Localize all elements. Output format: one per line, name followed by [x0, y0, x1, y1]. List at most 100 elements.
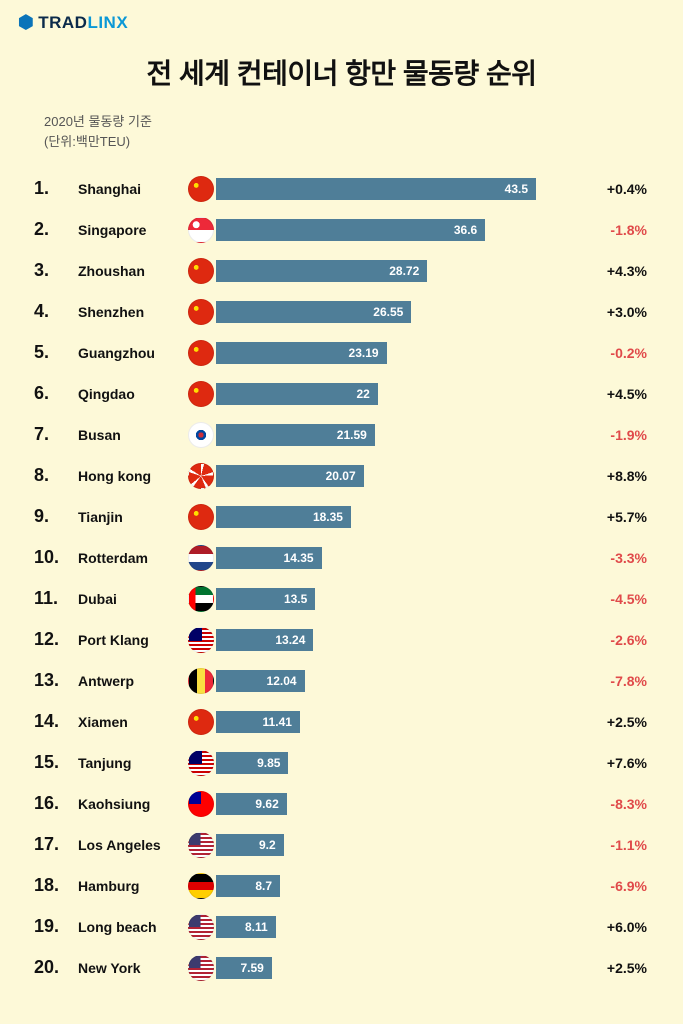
city-label: Tanjung — [78, 755, 188, 771]
china-flag-icon — [188, 299, 214, 325]
bar-wrap: 8.11 — [216, 916, 589, 938]
pct-label: +8.8% — [589, 468, 653, 484]
logo-part1: TRAD — [38, 13, 87, 32]
bar: 12.04 — [216, 670, 305, 692]
city-label: Rotterdam — [78, 550, 188, 566]
china-flag-icon — [188, 258, 214, 284]
bar-wrap: 20.07 — [216, 465, 589, 487]
bar: 20.07 — [216, 465, 364, 487]
subtitle-line1: 2020년 물동량 기준 — [44, 112, 152, 132]
rank-label: 8. — [30, 465, 78, 486]
table-row: 16.Kaohsiung9.62-8.3% — [30, 783, 653, 824]
pct-label: +4.5% — [589, 386, 653, 402]
rank-label: 6. — [30, 383, 78, 404]
usa-flag-icon — [188, 832, 214, 858]
rank-label: 15. — [30, 752, 78, 773]
table-row: 17.Los Angeles9.2-1.1% — [30, 824, 653, 865]
pct-label: -3.3% — [589, 550, 653, 566]
table-row: 11.Dubai13.5-4.5% — [30, 578, 653, 619]
city-label: Hamburg — [78, 878, 188, 894]
city-label: Singapore — [78, 222, 188, 238]
city-label: Tianjin — [78, 509, 188, 525]
rank-label: 20. — [30, 957, 78, 978]
rank-label: 16. — [30, 793, 78, 814]
table-row: 2.Singapore36.6-1.8% — [30, 209, 653, 250]
germany-flag-icon — [188, 873, 214, 899]
pct-label: +5.7% — [589, 509, 653, 525]
table-row: 19.Long beach8.11+6.0% — [30, 906, 653, 947]
bar: 8.7 — [216, 875, 280, 897]
city-label: Los Angeles — [78, 837, 188, 853]
rank-label: 11. — [30, 588, 78, 609]
bar: 7.59 — [216, 957, 272, 979]
china-flag-icon — [188, 340, 214, 366]
city-label: Qingdao — [78, 386, 188, 402]
malaysia-flag-icon — [188, 750, 214, 776]
table-row: 1.Shanghai43.5+0.4% — [30, 168, 653, 209]
bar-wrap: 8.7 — [216, 875, 589, 897]
bar: 26.55 — [216, 301, 411, 323]
rank-label: 19. — [30, 916, 78, 937]
pct-label: -1.1% — [589, 837, 653, 853]
bar-wrap: 43.5 — [216, 178, 589, 200]
pct-label: -6.9% — [589, 878, 653, 894]
rank-label: 3. — [30, 260, 78, 281]
pct-label: +2.5% — [589, 714, 653, 730]
rank-label: 2. — [30, 219, 78, 240]
rank-label: 10. — [30, 547, 78, 568]
china-flag-icon — [188, 176, 214, 202]
bar-wrap: 18.35 — [216, 506, 589, 528]
pct-label: -1.9% — [589, 427, 653, 443]
table-row: 18.Hamburg8.7-6.9% — [30, 865, 653, 906]
subtitle: 2020년 물동량 기준 (단위:백만TEU) — [44, 112, 152, 151]
hongkong-flag-icon — [188, 463, 214, 489]
table-row: 8.Hong kong20.07+8.8% — [30, 455, 653, 496]
rank-label: 14. — [30, 711, 78, 732]
city-label: Long beach — [78, 919, 188, 935]
pct-label: +4.3% — [589, 263, 653, 279]
bar-wrap: 9.62 — [216, 793, 589, 815]
subtitle-line2: (단위:백만TEU) — [44, 132, 152, 152]
bar: 14.35 — [216, 547, 322, 569]
bar: 9.62 — [216, 793, 287, 815]
bar-wrap: 28.72 — [216, 260, 589, 282]
table-row: 20.New York7.59+2.5% — [30, 947, 653, 988]
city-label: Shanghai — [78, 181, 188, 197]
taiwan-flag-icon — [188, 791, 214, 817]
table-row: 3.Zhoushan 28.72+4.3% — [30, 250, 653, 291]
city-label: Zhoushan — [78, 263, 188, 279]
logo-part2: LINX — [87, 13, 128, 32]
bar: 23.19 — [216, 342, 387, 364]
city-label: Shenzhen — [78, 304, 188, 320]
logo: ⬢ TRADLINX — [18, 12, 128, 33]
pct-label: -0.2% — [589, 345, 653, 361]
bar: 11.41 — [216, 711, 300, 733]
table-row: 6.Qingdao22+4.5% — [30, 373, 653, 414]
city-label: Port Klang — [78, 632, 188, 648]
bar-wrap: 11.41 — [216, 711, 589, 733]
table-row: 9.Tianjin 18.35+5.7% — [30, 496, 653, 537]
china-flag-icon — [188, 709, 214, 735]
table-row: 12.Port Klang13.24-2.6% — [30, 619, 653, 660]
rank-label: 9. — [30, 506, 78, 527]
bar-wrap: 23.19 — [216, 342, 589, 364]
rank-label: 17. — [30, 834, 78, 855]
table-row: 5.Guangzhou23.19-0.2% — [30, 332, 653, 373]
table-row: 4.Shenzhen26.55+3.0% — [30, 291, 653, 332]
korea-flag-icon — [188, 422, 214, 448]
rank-label: 5. — [30, 342, 78, 363]
pct-label: +7.6% — [589, 755, 653, 771]
netherlands-flag-icon — [188, 545, 214, 571]
bar-wrap: 21.59 — [216, 424, 589, 446]
table-row: 7.Busan21.59-1.9% — [30, 414, 653, 455]
rank-label: 4. — [30, 301, 78, 322]
table-row: 14.Xiamen11.41+2.5% — [30, 701, 653, 742]
bar: 8.11 — [216, 916, 276, 938]
city-label: Dubai — [78, 591, 188, 607]
bar: 43.5 — [216, 178, 536, 200]
page-title: 전 세계 컨테이너 항만 물동량 순위 — [0, 52, 683, 92]
bar-wrap: 36.6 — [216, 219, 589, 241]
usa-flag-icon — [188, 914, 214, 940]
bar-wrap: 7.59 — [216, 957, 589, 979]
rank-label: 13. — [30, 670, 78, 691]
